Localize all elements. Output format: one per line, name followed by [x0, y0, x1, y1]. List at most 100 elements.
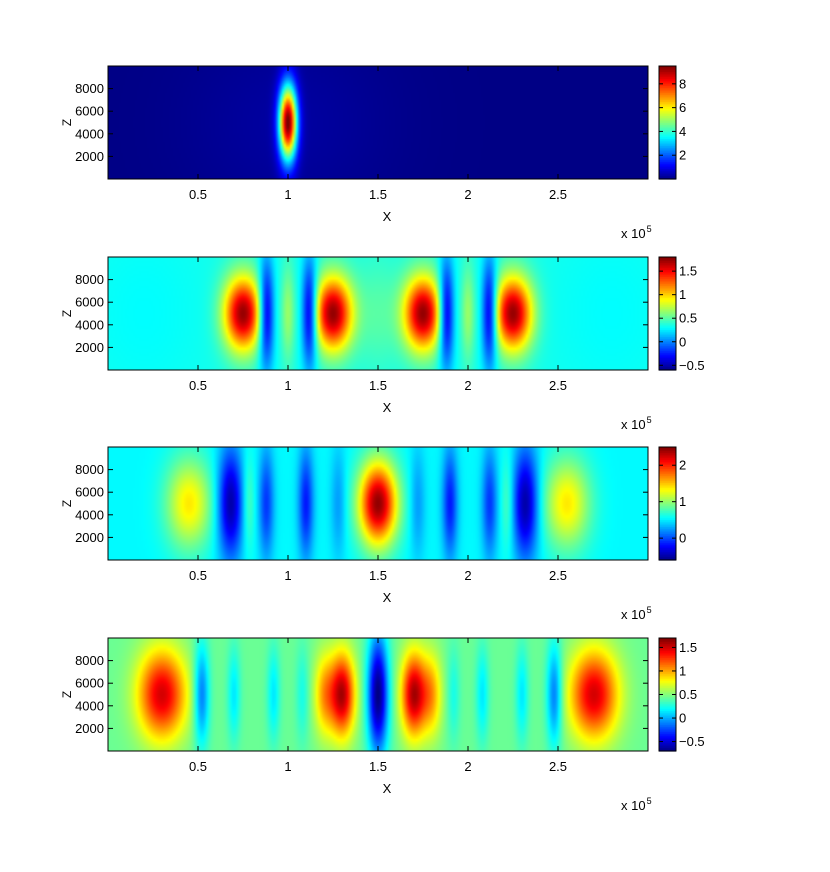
colorbar-segment — [659, 482, 676, 485]
colorbar-segment — [659, 126, 676, 129]
colorbar-segment — [659, 692, 676, 696]
colorbar-segment — [659, 94, 676, 97]
y-tick-label: 8000 — [75, 462, 104, 477]
colorbar-segment — [659, 341, 676, 345]
colorbar-segment — [659, 152, 676, 155]
colorbar-segment — [659, 742, 676, 745]
colorbar-segment — [659, 736, 676, 740]
x-tick-label: 1.5 — [369, 378, 387, 393]
colorbar-segment — [659, 362, 676, 366]
colorbar-segment — [659, 645, 676, 648]
colorbar-frame — [658, 65, 677, 180]
colorbar-segment — [659, 87, 676, 90]
colorbar-segment — [659, 271, 676, 274]
colorbar-segment — [659, 281, 676, 285]
colorbar-segment — [659, 671, 676, 674]
x-tick-label: 0.5 — [189, 759, 207, 774]
colorbar: 0 1 2 — [658, 446, 686, 561]
colorbar-segment — [659, 556, 676, 559]
colorbar-segment — [659, 710, 676, 713]
colorbar-segment — [659, 660, 676, 664]
y-axis-label: Z — [60, 691, 74, 698]
panel-1: 0.5 1 1.5 2 2.5 2000 4000 6000 8000 X Zx 105 2 4 6 8 — [60, 65, 686, 241]
colorbar-tick-label: 8 — [679, 76, 686, 91]
colorbar-segment — [659, 501, 676, 505]
colorbar-segment — [659, 302, 676, 306]
colorbar-segment — [659, 499, 676, 503]
colorbar-segment — [659, 81, 676, 85]
colorbar-segment — [659, 110, 676, 113]
colorbar-segment — [659, 468, 676, 471]
colorbar-segment — [659, 115, 676, 118]
y-tick-label: 4000 — [75, 698, 104, 713]
colorbar-segment — [659, 544, 676, 547]
colorbar-segment — [659, 118, 676, 122]
colorbar-segment — [659, 673, 676, 676]
colorbar-segment — [659, 318, 676, 322]
colorbar-segment — [659, 258, 676, 262]
x-exponent-base: x 10 — [621, 607, 646, 622]
colorbar-segment — [659, 350, 676, 353]
colorbar-segment — [659, 547, 676, 551]
colorbar-segment — [659, 347, 676, 350]
colorbar-segment — [659, 134, 676, 138]
colorbar-segment — [659, 317, 676, 320]
colorbar-segment — [659, 641, 676, 644]
colorbar-segment — [659, 480, 676, 483]
colorbar-segment — [659, 124, 676, 127]
x-exponent-power: 5 — [647, 796, 652, 806]
colorbar-segment — [659, 117, 676, 120]
colorbar-segment — [659, 680, 676, 683]
colorbar-segment — [659, 713, 676, 717]
colorbar-segment — [659, 717, 676, 720]
colorbar-segment — [659, 722, 676, 726]
colorbar-segment — [659, 666, 676, 669]
y-tick-label: 8000 — [75, 81, 104, 96]
y-axis-label: Z — [60, 119, 74, 126]
x-exponent-power: 5 — [647, 224, 652, 234]
colorbar-segment — [659, 733, 676, 736]
colorbar: −0.5 0 0.5 1 1.5 — [658, 256, 705, 373]
colorbar-segment — [659, 364, 676, 368]
colorbar-segment — [659, 676, 676, 680]
colorbar-segment — [659, 264, 676, 267]
colorbar-segment — [659, 685, 676, 689]
x-axis-label: X — [383, 400, 392, 415]
colorbar-segment — [659, 478, 676, 482]
colorbar-segment — [659, 306, 676, 309]
colorbar-segment — [659, 67, 676, 71]
x-tick-label: 1 — [284, 568, 291, 583]
colorbar-segment — [659, 322, 676, 325]
colorbar-tick-label: 2 — [679, 458, 686, 473]
colorbar-segment — [659, 715, 676, 719]
colorbar-segment — [659, 127, 676, 131]
colorbar-segment — [659, 492, 676, 496]
colorbar-segment — [659, 272, 676, 276]
colorbar-segment — [659, 662, 676, 666]
colorbar-segment — [659, 265, 676, 269]
colorbar-segment — [659, 646, 676, 650]
x-tick-label: 0.5 — [189, 568, 207, 583]
colorbar-segment — [659, 260, 676, 263]
colorbar-segment — [659, 343, 676, 346]
colorbar-segment — [659, 638, 676, 641]
colorbar-segment — [659, 529, 676, 533]
colorbar-segment — [659, 740, 676, 743]
colorbar-segment — [659, 295, 676, 299]
colorbar-segment — [659, 101, 676, 104]
heatmap-image — [108, 638, 648, 751]
colorbar-segment — [659, 657, 676, 660]
colorbar-segment — [659, 108, 676, 111]
colorbar-segment — [659, 694, 676, 697]
colorbar-tick-label: 0.5 — [679, 687, 697, 702]
heatmap-image — [108, 66, 648, 179]
y-tick-label: 8000 — [75, 653, 104, 668]
colorbar-segment — [659, 338, 676, 341]
colorbar-segment — [659, 88, 676, 92]
colorbar-segment — [659, 285, 676, 288]
colorbar-segment — [659, 354, 676, 357]
colorbar-tick-label: 2 — [679, 148, 686, 163]
colorbar-segment — [659, 724, 676, 727]
colorbar-segment — [659, 655, 676, 659]
